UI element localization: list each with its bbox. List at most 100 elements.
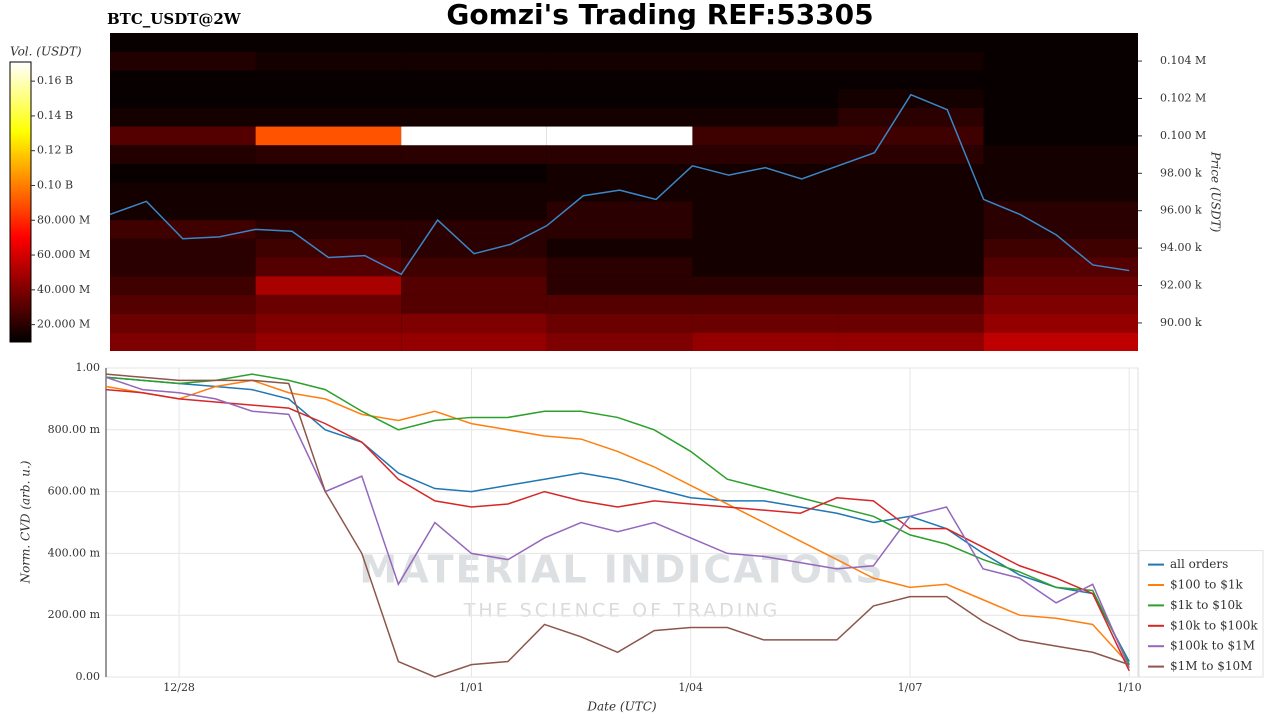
heatmap-cell (401, 126, 547, 146)
heatmap-cell (983, 238, 1138, 258)
heatmap-cell (838, 126, 984, 146)
heatmap-cell (110, 126, 256, 146)
x-axis-label: Date (UTC) (586, 700, 656, 714)
heatmap-cell (546, 257, 693, 277)
heatmap-cell (110, 163, 256, 183)
heatmap-cell (546, 313, 693, 333)
heatmap-cell (983, 182, 1138, 202)
heatmap-cell (838, 257, 984, 277)
heatmap-cell (983, 313, 1138, 333)
colorbar-tick-label: 0.16 B (37, 74, 73, 87)
y-tick-label: 800.00 m (48, 423, 101, 436)
heatmap-cell (546, 107, 693, 127)
heatmap-cell (983, 89, 1138, 108)
series-line (105, 373, 1130, 678)
colorbar-tick-label: 20.000 M (37, 318, 90, 331)
heatmap-cell (983, 294, 1138, 314)
heatmap-cell (255, 126, 402, 146)
heatmap-cell (546, 332, 693, 351)
price-line (109, 93, 1130, 276)
heatmap-cell (546, 163, 693, 183)
heatmap-cell (692, 294, 839, 314)
heatmap-cell (255, 220, 402, 239)
colorbar-tick-label: 80.000 M (37, 213, 90, 226)
heatmap-cell (401, 182, 547, 202)
heatmap-cell (546, 276, 693, 295)
heatmap-cell (692, 238, 839, 258)
heatmap-cell (401, 313, 547, 333)
heatmap-cell (110, 51, 256, 71)
chart-title: Gomzi's Trading REF:53305 (446, 0, 873, 31)
y2-tick-label: 0.104 M (1160, 54, 1206, 67)
heatmap-cell (692, 107, 839, 127)
series-line (105, 388, 1130, 672)
heatmap-cell (110, 182, 256, 202)
x-tick-label: 1/10 (1117, 681, 1142, 694)
legend-label: $1k to $10k (1170, 598, 1243, 612)
heatmap-cell (983, 33, 1138, 52)
heatmap-cell (983, 257, 1138, 277)
y-tick-label: 200.00 m (48, 608, 101, 621)
x-tick-label: 1/01 (459, 681, 484, 694)
heatmap-cell (546, 238, 693, 258)
heatmap-cell (546, 70, 693, 90)
heatmap-cell (838, 220, 984, 239)
y2-tick-label: 0.100 M (1160, 129, 1206, 142)
heatmap-cell (401, 294, 547, 314)
x-tick-label: 1/07 (898, 681, 923, 694)
heatmap-cell (255, 145, 402, 164)
heatmap-cell (983, 276, 1138, 295)
heatmap-cell (692, 220, 839, 239)
heatmap-cell (983, 107, 1138, 127)
y-tick-label: 0.00 (76, 670, 101, 683)
heatmap-cell (692, 89, 839, 108)
legend-label: $1M to $10M (1170, 659, 1252, 673)
heatmap-cell (255, 238, 402, 258)
legend-box (1138, 550, 1264, 678)
heatmap-cell (255, 182, 402, 202)
heatmap-cell (401, 276, 547, 295)
y-tick-label: 600.00 m (48, 485, 101, 498)
heatmap-cell (110, 33, 256, 52)
heatmap-cell (255, 332, 402, 351)
y-axis-label: Norm. CVD (arb. u.) (19, 460, 33, 584)
heatmap-cell (401, 89, 547, 108)
heatmap-cell (110, 89, 256, 108)
heatmap-cell (255, 313, 402, 333)
heatmap-cell (838, 145, 984, 164)
colorbar-tick-label: 60.000 M (37, 248, 90, 261)
y2-tick-label: 90.00 k (1160, 316, 1202, 329)
heatmap-cell (838, 313, 984, 333)
heatmap-cell (692, 182, 839, 202)
heatmap-cell (401, 201, 547, 221)
y2-tick-label: 94.00 k (1160, 241, 1202, 254)
legend-label: all orders (1170, 557, 1228, 571)
heatmap-cell (546, 201, 693, 221)
legend-label: $10k to $100k (1170, 618, 1258, 632)
watermark: MATERIAL INDICATORS (359, 548, 884, 592)
heatmap-cell (838, 238, 984, 258)
heatmap-cell (401, 107, 547, 127)
heatmap-cell (838, 89, 984, 108)
heatmap-cell (401, 33, 547, 52)
heatmap-cell (692, 70, 839, 90)
heatmap-cell (255, 51, 402, 71)
heatmap-cell (255, 70, 402, 90)
watermark: THE SCIENCE OF TRADING (463, 600, 781, 622)
heatmap-cell (838, 33, 984, 52)
x-tick-label: 12/28 (163, 681, 195, 694)
series-line (105, 376, 1130, 662)
heatmap-cell (546, 294, 693, 314)
heatmap-cell (110, 70, 256, 90)
heatmap-cell (401, 51, 547, 71)
heatmap-cell (255, 201, 402, 221)
heatmap-cell (692, 276, 839, 295)
heatmap-cell (110, 238, 256, 258)
heatmap-cell (546, 145, 693, 164)
series-line (105, 376, 1130, 669)
heatmap-cell (546, 33, 693, 52)
heatmap-cell (110, 145, 256, 164)
y2-axis-label: Price (USDT) (1209, 151, 1223, 233)
heatmap-cell (401, 220, 547, 239)
